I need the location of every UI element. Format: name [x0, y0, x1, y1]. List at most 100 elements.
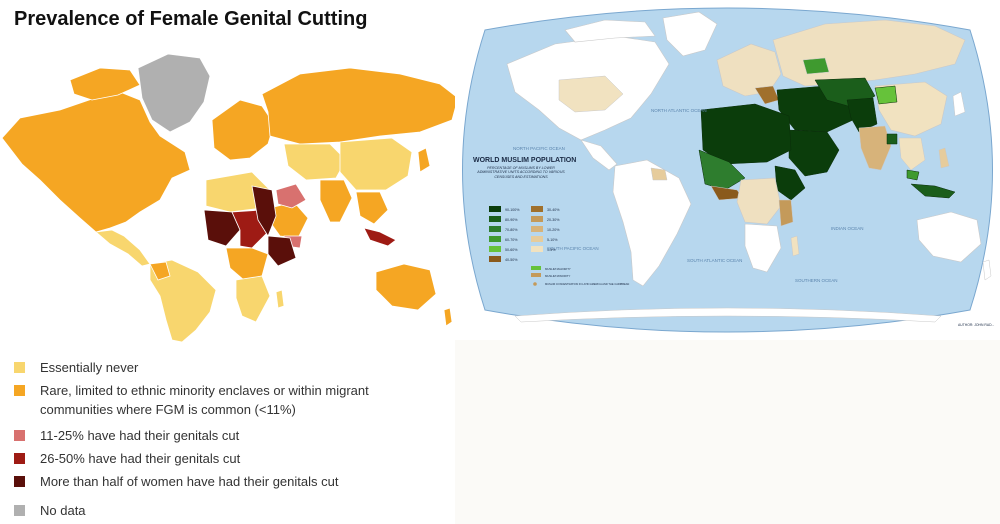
legend-swatch — [14, 505, 25, 516]
region-japan — [952, 91, 966, 117]
region-tatarstan — [802, 57, 830, 75]
legend-label: 30-40% — [547, 208, 560, 212]
legend-label: 5-10% — [547, 238, 558, 242]
region-indonesia — [363, 227, 397, 247]
legend-swatch — [531, 226, 543, 232]
region-south-america — [612, 159, 692, 287]
region-europe — [211, 99, 275, 161]
legend-label: 70-80% — [505, 228, 518, 232]
region-us-low — [558, 75, 624, 113]
legend-swatch — [531, 236, 543, 242]
legend-swatch — [489, 216, 501, 222]
legend-label: 50-60% — [505, 248, 518, 252]
legend-note: MUSLIM CONCENTRATION IN LATIN AMERICA AN… — [545, 282, 629, 286]
legend-right-column: 30-40% 20-30% 10-20% 5-10% 1-5% — [531, 206, 560, 252]
region-guyana-low — [650, 167, 668, 181]
blank-area — [455, 340, 1000, 524]
muslim-population-map: NORTH PACIFIC OCEAN NORTH ATLANTIC OCEAN… — [455, 0, 1000, 340]
legend-label: 10-20% — [547, 228, 560, 232]
region-greenland — [137, 53, 211, 133]
legend-swatch — [14, 476, 25, 487]
legend-subtitle: PERCENTAGE OF MUSLIMS BY LOWER ADMINISTR… — [477, 166, 565, 179]
legend-title: WORLD MUSLIM POPULATION — [473, 157, 576, 164]
legend-note: MUSLIM MAJORITY — [545, 267, 571, 271]
ocean-label: SOUTHERN OCEAN — [795, 278, 838, 283]
region-malaysia — [906, 169, 920, 181]
region-australia — [916, 211, 982, 263]
region-bangladesh — [886, 133, 898, 145]
region-india — [319, 179, 353, 223]
legend-swatch — [14, 453, 25, 464]
region-russia — [261, 67, 459, 145]
legend-notes: MUSLIM MAJORITY MUSLIM MINORITY MUSLIM C… — [531, 266, 629, 286]
region-australia — [375, 263, 437, 311]
legend-swatch — [489, 256, 501, 262]
region-canada-islands — [69, 67, 141, 101]
ocean-label: SOUTH PACIFIC OCEAN — [547, 246, 599, 251]
legend-label: 20-30% — [547, 218, 560, 222]
legend-swatch — [489, 226, 501, 232]
region-central-asia — [283, 143, 347, 181]
fgc-map-panel: Prevalence of Female Genital Cutting — [0, 0, 460, 524]
legend-swatch — [489, 206, 501, 212]
legend-label: 80-90% — [505, 218, 518, 222]
ocean-label: SOUTH ATLANTIC OCEAN — [687, 258, 742, 263]
region-west-africa — [698, 149, 746, 191]
legend-left-column: 90-100% 80-90% 70-80% 60-70% 50-60% 40-5… — [489, 206, 520, 262]
region-philippines — [938, 147, 950, 169]
region-india — [858, 125, 892, 171]
region-east-africa — [778, 199, 794, 227]
fgc-world-map — [1, 53, 459, 343]
legend-note: MUSLIM MINORITY — [545, 274, 570, 278]
region-madagascar — [790, 235, 800, 257]
region-indonesia — [910, 183, 956, 199]
legend-marker — [533, 282, 537, 286]
legend-label: 40-50% — [505, 258, 518, 262]
ocean-label: INDIAN OCEAN — [831, 226, 864, 231]
legend-swatch — [531, 206, 543, 212]
region-south-america — [149, 259, 217, 343]
region-xinjiang — [874, 85, 898, 105]
region-new-zealand — [443, 307, 453, 327]
region-southeast-asia — [898, 137, 926, 171]
ocean-label: NORTH ATLANTIC OCEAN — [651, 108, 707, 113]
legend-swatch — [531, 266, 541, 270]
legend-swatch — [531, 246, 543, 252]
region-europe — [716, 43, 782, 97]
region-southern-africa — [235, 275, 271, 323]
region-sahel-west — [203, 209, 241, 247]
legend-label: 1-5% — [547, 248, 556, 252]
region-japan — [417, 147, 431, 173]
legend-swatch — [14, 362, 25, 373]
region-central-america — [95, 229, 151, 267]
legend-swatch — [14, 385, 25, 396]
region-central-america — [580, 139, 618, 171]
muslim-map-legend: WORLD MUSLIM POPULATION PERCENTAGE OF MU… — [473, 157, 629, 286]
region-southeast-asia — [355, 191, 389, 225]
region-antarctica — [514, 307, 942, 323]
region-southern-africa — [744, 223, 782, 273]
region-central-africa — [736, 177, 782, 225]
region-colombia — [149, 261, 171, 281]
legend-label: 90-100% — [505, 208, 520, 212]
legend-swatch — [14, 430, 25, 441]
region-greenland — [662, 11, 718, 57]
author-credit: AUTHOR: JOHN RAD... — [958, 323, 994, 327]
region-arabia — [788, 129, 840, 177]
region-china — [339, 137, 413, 191]
map-title: Prevalence of Female Genital Cutting — [14, 8, 368, 30]
region-egypt-sudan — [251, 185, 277, 237]
region-iraq — [275, 183, 307, 209]
region-horn-of-africa — [267, 235, 297, 267]
legend-label: 60-70% — [505, 238, 518, 242]
region-new-zealand — [982, 259, 992, 281]
region-north-africa — [700, 103, 792, 165]
legend-swatch — [531, 273, 541, 277]
legend-swatch — [489, 236, 501, 242]
ocean-label: NORTH PACIFIC OCEAN — [513, 146, 565, 151]
legend-swatch — [531, 216, 543, 222]
legend-swatch — [489, 246, 501, 252]
region-central-africa — [225, 247, 269, 281]
region-canada-north — [564, 19, 656, 43]
region-madagascar — [275, 289, 285, 309]
